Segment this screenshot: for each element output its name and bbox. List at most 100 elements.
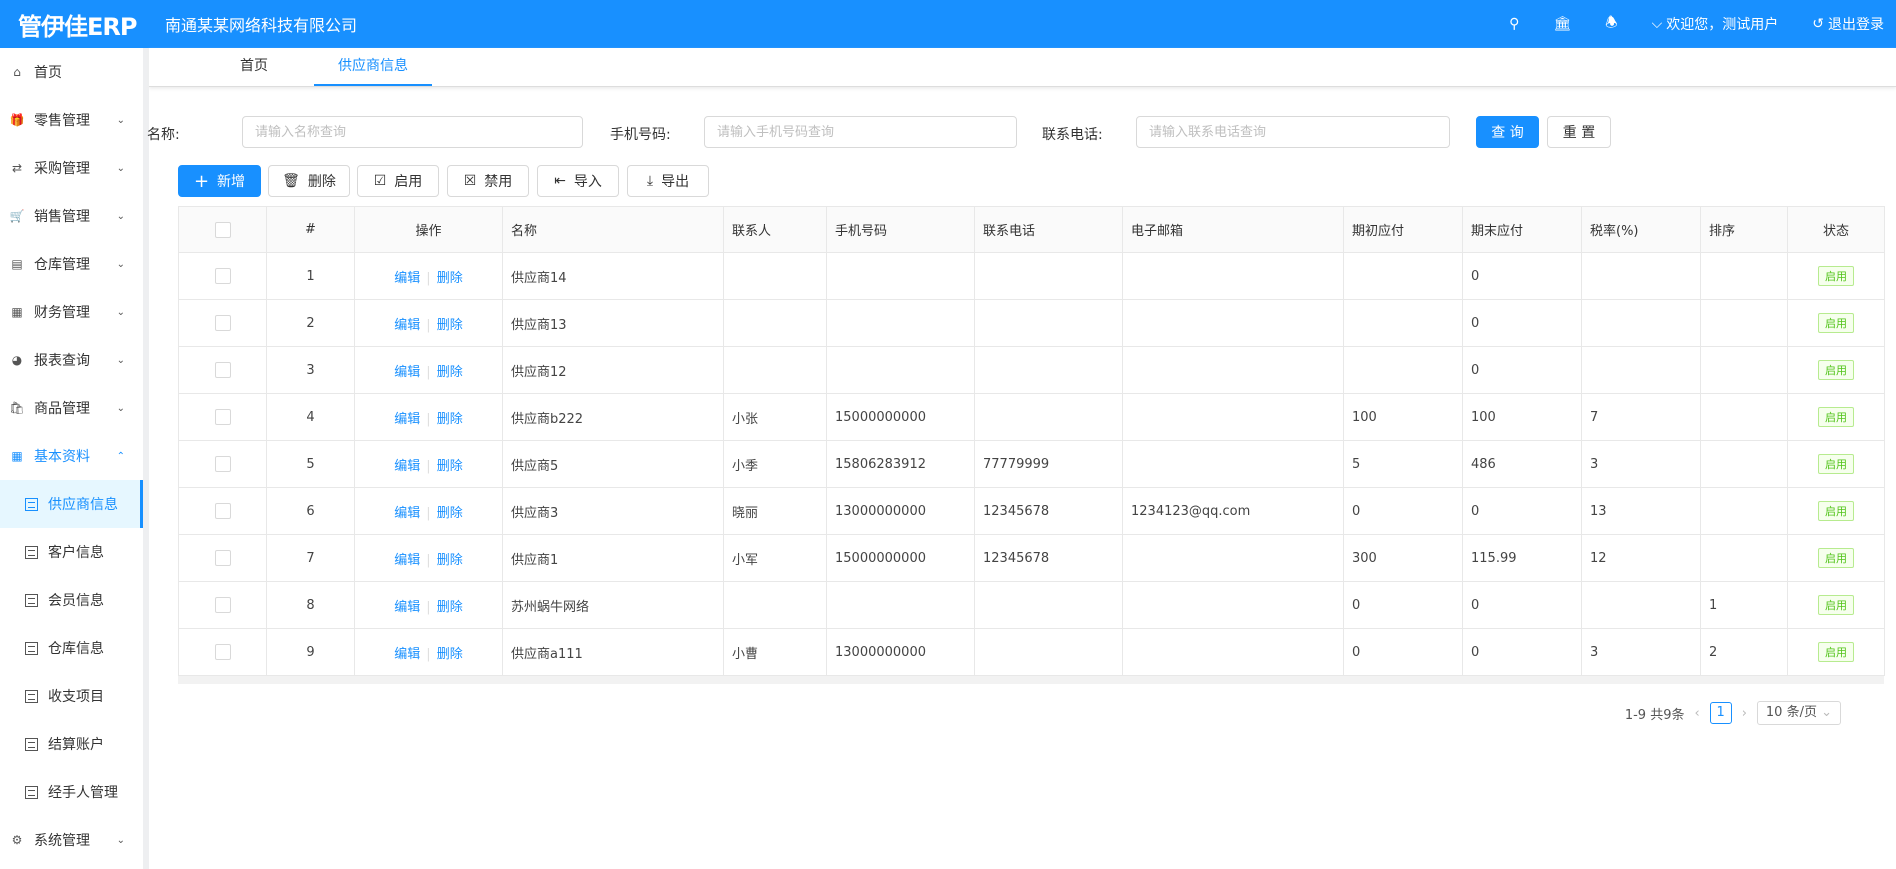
row-checkbox[interactable]	[214, 550, 231, 566]
tab[interactable]: 供应商信息	[314, 48, 432, 86]
sidebar-subitem[interactable]: 收支项目	[0, 672, 143, 720]
import-button[interactable]: ⇤ 导入	[537, 165, 619, 197]
sidebar-subitem[interactable]: 经手人管理	[0, 768, 143, 816]
name-label: 名称:	[147, 127, 180, 143]
chevron-down-icon: ⌄	[116, 114, 125, 126]
row-checkbox[interactable]	[214, 362, 231, 378]
edit-link[interactable]: 编辑	[394, 599, 421, 615]
bank-icon[interactable]: 🏛	[1553, 16, 1572, 32]
sidebar-item[interactable]: ⌂ 首页	[0, 48, 143, 96]
sidebar-item[interactable]: ◕ 报表查询 ⌄	[11, 353, 125, 369]
sidebar-item[interactable]: ▤ 仓库管理 ⌄	[11, 257, 125, 273]
edit-link[interactable]: 编辑	[394, 646, 421, 662]
user-menu[interactable]: ⌵ 欢迎您，测试用户	[1651, 16, 1779, 33]
edit-link[interactable]: 编辑	[394, 411, 421, 427]
delete-link[interactable]: 删除	[436, 270, 463, 286]
search-icon[interactable]: ⚲	[1509, 16, 1520, 32]
delete-button[interactable]: 🗑 删除	[268, 165, 350, 197]
name-search-input[interactable]	[242, 116, 583, 148]
phone-search-input[interactable]	[704, 116, 1017, 148]
page-size-select[interactable]: 10 条/页 ⌄	[1756, 701, 1841, 725]
enable-button[interactable]: ☑ 启用	[357, 165, 439, 197]
tel-search-input[interactable]	[1136, 116, 1450, 148]
sidebar-item[interactable]: ⇄ 采购管理 ⌄	[11, 161, 125, 177]
cell-tel: 12345678	[974, 534, 1123, 582]
edit-link[interactable]: 编辑	[394, 458, 421, 474]
row-checkbox[interactable]	[214, 456, 231, 472]
row-checkbox[interactable]	[214, 503, 231, 519]
sidebar-item[interactable]: ▦ 基本资料 ⌃	[11, 449, 125, 465]
sidebar-subitem[interactable]: 供应商信息	[0, 480, 143, 528]
edit-link[interactable]: 编辑	[394, 270, 421, 286]
sidebar-item[interactable]: 🎁 零售管理 ⌄	[9, 113, 125, 129]
cell-sort	[1700, 299, 1788, 347]
cell-begin: 300	[1343, 534, 1463, 582]
column-header: 联系人	[723, 206, 827, 253]
disable-button[interactable]: ☒ 禁用	[447, 165, 529, 197]
logout-button[interactable]: ↺ 退出登录	[1812, 16, 1884, 33]
next-page-icon[interactable]: ›	[1741, 705, 1747, 721]
cell-sort	[1700, 252, 1788, 300]
company-name: 南通某某网络科技有限公司	[165, 16, 358, 35]
cell-mobile: 15000000000	[826, 393, 975, 441]
row-index: 1	[266, 252, 355, 300]
cell-name: 供应商1	[502, 534, 724, 582]
sidebar-subitem[interactable]: 客户信息	[0, 528, 143, 576]
cell-tel	[974, 393, 1123, 441]
import-icon: ⇤	[554, 173, 566, 189]
sidebar-item[interactable]: ▦ 财务管理 ⌄	[11, 305, 125, 321]
column-header: 排序	[1700, 206, 1788, 253]
trash-icon: 🗑	[282, 173, 300, 189]
cell-tax	[1581, 581, 1701, 629]
cell-end: 0	[1462, 487, 1582, 535]
chevron-down-icon: ⌄	[116, 210, 125, 222]
sidebar-subitem[interactable]: 仓库信息	[0, 624, 143, 672]
chevron-down-icon: ⌄	[116, 354, 125, 366]
sidebar-subitem[interactable]: 会员信息	[0, 576, 143, 624]
cell-mobile: 13000000000	[826, 487, 975, 535]
sidebar-subitem[interactable]: 结算账户	[0, 720, 143, 768]
sidebar-item[interactable]: 🛍 商品管理 ⌄	[9, 401, 125, 417]
status-badge: 启用	[1818, 548, 1854, 568]
edit-link[interactable]: 编辑	[394, 364, 421, 380]
row-checkbox[interactable]	[214, 409, 231, 425]
delete-link[interactable]: 删除	[436, 599, 463, 615]
cell-mobile	[826, 581, 975, 629]
cell-begin: 100	[1343, 393, 1463, 441]
add-button[interactable]: + 新增	[178, 165, 261, 197]
edit-link[interactable]: 编辑	[394, 505, 421, 521]
bell-icon[interactable]: 🕭	[1605, 15, 1618, 31]
edit-link[interactable]: 编辑	[394, 317, 421, 333]
delete-link[interactable]: 删除	[436, 317, 463, 333]
page-1[interactable]: 1	[1709, 702, 1732, 724]
chevron-up-icon: ⌃	[116, 450, 125, 462]
delete-link[interactable]: 删除	[436, 458, 463, 474]
tab[interactable]: 首页	[240, 58, 268, 74]
row-checkbox[interactable]	[214, 644, 231, 660]
delete-link[interactable]: 删除	[436, 552, 463, 568]
row-checkbox[interactable]	[214, 315, 231, 331]
export-button[interactable]: ⤓ 导出	[627, 165, 709, 197]
cell-tax: 13	[1581, 487, 1701, 535]
column-header: 联系电话	[974, 206, 1123, 253]
cell-mobile	[826, 299, 975, 347]
reset-button[interactable]: 重 置	[1547, 116, 1611, 148]
query-button[interactable]: 查 询	[1476, 116, 1539, 148]
delete-link[interactable]: 删除	[436, 646, 463, 662]
edit-link[interactable]: 编辑	[394, 552, 421, 568]
table-row: 9 编辑 | 删除 供应商a111 小曹 13000000000 0 0 3 2 启用	[178, 628, 1885, 676]
sidebar-item[interactable]: 🛒 销售管理 ⌄	[9, 209, 125, 225]
cell-end: 0	[1462, 581, 1582, 629]
prev-page-icon[interactable]: ‹	[1694, 705, 1700, 721]
column-header: 税率(%)	[1581, 206, 1701, 253]
delete-link[interactable]: 删除	[436, 364, 463, 380]
select-all-checkbox[interactable]	[214, 221, 231, 238]
cell-name: 供应商14	[502, 252, 724, 300]
row-checkbox[interactable]	[214, 597, 231, 613]
cell-tax: 7	[1581, 393, 1701, 441]
row-checkbox[interactable]	[214, 268, 231, 284]
document-icon	[24, 737, 38, 751]
delete-link[interactable]: 删除	[436, 411, 463, 427]
sidebar-item-system[interactable]: ⚙ 系统管理 ⌄	[11, 833, 125, 849]
delete-link[interactable]: 删除	[436, 505, 463, 521]
